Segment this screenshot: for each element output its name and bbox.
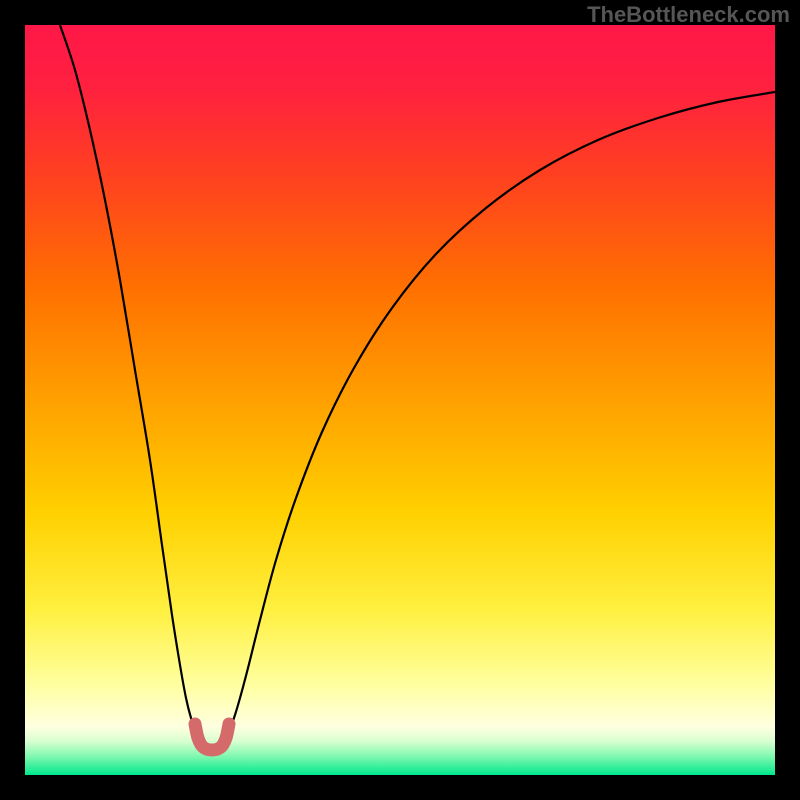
- bottleneck-chart: [0, 0, 800, 800]
- watermark-label: TheBottleneck.com: [587, 2, 790, 28]
- gradient-background: [25, 25, 775, 775]
